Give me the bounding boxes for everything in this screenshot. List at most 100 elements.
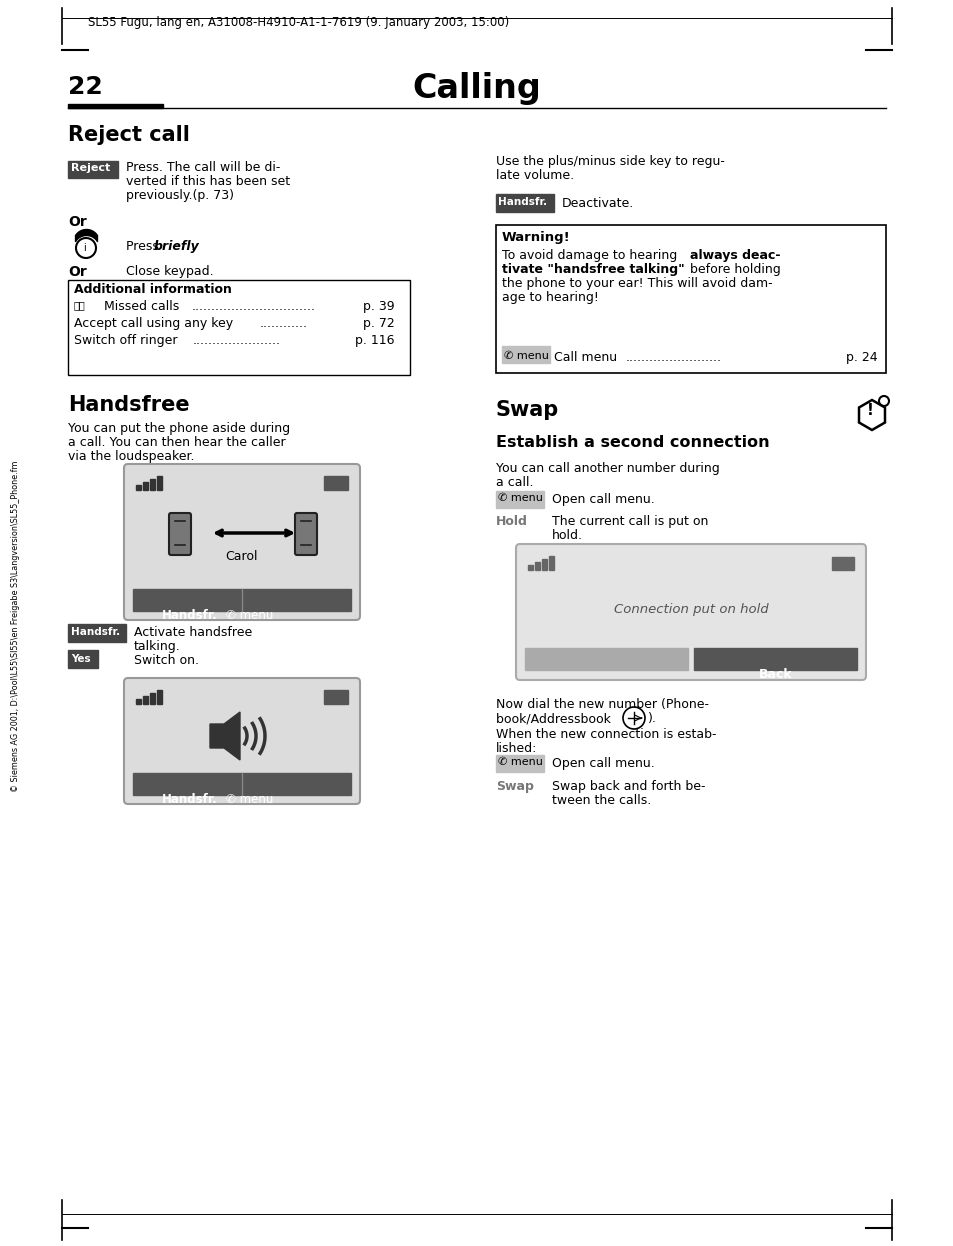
FancyBboxPatch shape <box>124 678 359 804</box>
Text: ).: ). <box>647 711 657 725</box>
FancyBboxPatch shape <box>124 464 359 621</box>
Bar <box>150 693 154 704</box>
Text: ✆ menu: ✆ menu <box>226 792 274 806</box>
Text: Press: Press <box>126 240 163 253</box>
Bar <box>132 589 351 611</box>
Text: Swap back and forth be-: Swap back and forth be- <box>552 780 705 792</box>
Text: Handsfree: Handsfree <box>68 395 190 415</box>
Text: Accept call using any key: Accept call using any key <box>74 316 233 330</box>
Text: Press. The call will be di-: Press. The call will be di- <box>126 161 280 174</box>
Text: late volume.: late volume. <box>496 169 574 182</box>
Bar <box>157 476 162 490</box>
Text: SL55 Fugu, lang en, A31008-H4910-A1-1-7619 (9. January 2003, 15:00): SL55 Fugu, lang en, A31008-H4910-A1-1-76… <box>88 16 509 29</box>
Text: tivate "handsfree talking": tivate "handsfree talking" <box>501 263 684 277</box>
Text: Handsfr.: Handsfr. <box>162 792 217 806</box>
Text: Establish a second connection: Establish a second connection <box>496 435 769 450</box>
Text: ✆ menu: ✆ menu <box>226 609 274 622</box>
Bar <box>150 478 154 490</box>
Text: Activate handsfree: Activate handsfree <box>133 625 252 639</box>
Text: p. 39: p. 39 <box>363 300 395 313</box>
Text: lished:: lished: <box>496 743 537 755</box>
Text: The current call is put on: The current call is put on <box>552 515 708 528</box>
Bar <box>68 161 118 178</box>
Text: i: i <box>83 243 86 253</box>
Bar <box>157 690 162 704</box>
Text: p. 116: p. 116 <box>355 334 395 346</box>
Text: talking.: talking. <box>133 640 180 653</box>
FancyBboxPatch shape <box>516 545 865 680</box>
Text: ✆ menu: ✆ menu <box>503 351 548 361</box>
Text: age to hearing!: age to hearing! <box>501 292 598 304</box>
Bar <box>541 559 546 569</box>
Text: always deac-: always deac- <box>689 249 780 262</box>
Text: ✆ menu: ✆ menu <box>497 758 542 768</box>
Text: Handsfr.: Handsfr. <box>162 609 217 622</box>
Text: hold.: hold. <box>552 530 582 542</box>
Bar <box>501 346 550 363</box>
Text: the phone to your ear! This will avoid dam-: the phone to your ear! This will avoid d… <box>501 277 772 290</box>
Text: Hold: Hold <box>496 515 527 528</box>
Bar <box>136 699 141 704</box>
Text: ........................: ........................ <box>625 351 721 364</box>
Text: before holding: before holding <box>685 263 780 277</box>
Text: Call menu: Call menu <box>554 351 617 364</box>
Text: Swap: Swap <box>496 780 534 792</box>
Bar <box>496 755 543 773</box>
Text: Use the plus/minus side key to regu-: Use the plus/minus side key to regu- <box>496 155 724 168</box>
Text: Or: Or <box>68 216 87 229</box>
Text: a call. You can then hear the caller: a call. You can then hear the caller <box>68 436 285 449</box>
FancyBboxPatch shape <box>496 226 885 373</box>
Text: ............: ............ <box>260 316 308 330</box>
Text: verted if this has been set: verted if this has been set <box>126 174 290 188</box>
Text: via the loudspeaker.: via the loudspeaker. <box>68 450 194 464</box>
Text: Reject: Reject <box>71 163 111 173</box>
Text: 22: 22 <box>68 75 103 98</box>
Text: a call.: a call. <box>496 476 533 488</box>
Bar <box>68 624 126 642</box>
Bar <box>527 564 533 569</box>
Text: ✆ menu: ✆ menu <box>497 493 542 503</box>
Text: p. 72: p. 72 <box>363 316 395 330</box>
Text: Open call menu.: Open call menu. <box>552 758 654 770</box>
Bar <box>324 476 348 490</box>
Bar <box>68 650 98 668</box>
Text: To avoid damage to hearing: To avoid damage to hearing <box>501 249 680 262</box>
Bar <box>524 648 687 670</box>
Bar <box>324 690 348 704</box>
Bar <box>496 194 554 212</box>
FancyBboxPatch shape <box>169 513 191 554</box>
Text: You can call another number during: You can call another number during <box>496 462 719 475</box>
Text: Calling: Calling <box>413 72 540 105</box>
Text: ...............................: ............................... <box>192 300 315 313</box>
Bar <box>535 562 539 569</box>
Text: You can put the phone aside during: You can put the phone aside during <box>68 422 290 435</box>
Text: Missed calls: Missed calls <box>104 300 179 313</box>
Text: p. 24: p. 24 <box>845 351 877 364</box>
Text: Now dial the new number (Phone-: Now dial the new number (Phone- <box>496 698 708 711</box>
Text: Swap: Swap <box>496 400 558 420</box>
Text: When the new connection is estab-: When the new connection is estab- <box>496 728 716 741</box>
Text: Carol: Carol <box>226 549 258 563</box>
Text: Close keypad.: Close keypad. <box>126 265 213 278</box>
Bar <box>831 557 853 569</box>
Text: book/Addressbook: book/Addressbook <box>496 711 615 725</box>
Text: Deactivate.: Deactivate. <box>561 197 634 211</box>
Text: Reject call: Reject call <box>68 125 190 145</box>
Bar <box>68 103 163 108</box>
FancyBboxPatch shape <box>68 280 410 375</box>
Text: Open call menu.: Open call menu. <box>552 493 654 506</box>
Text: Back: Back <box>759 668 792 682</box>
Text: Yes: Yes <box>71 654 91 664</box>
Bar <box>496 491 543 508</box>
Text: .: . <box>191 240 194 253</box>
Bar <box>143 697 148 704</box>
Text: Additional information: Additional information <box>74 283 232 297</box>
Bar <box>548 556 554 569</box>
Bar <box>136 485 141 490</box>
Bar <box>132 773 351 795</box>
Text: previously.(p. 73): previously.(p. 73) <box>126 189 233 202</box>
Bar <box>693 648 856 670</box>
Text: Handsfr.: Handsfr. <box>497 197 547 207</box>
FancyBboxPatch shape <box>294 513 316 554</box>
Text: briefly: briefly <box>153 240 199 253</box>
